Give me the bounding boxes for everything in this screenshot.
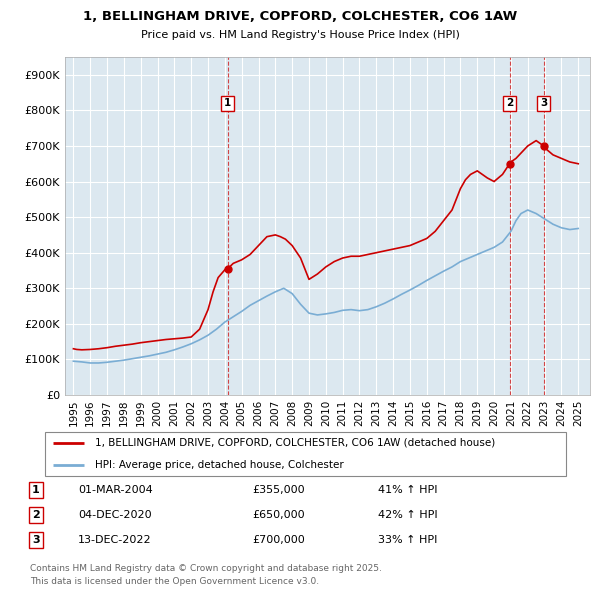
Text: 13-DEC-2022: 13-DEC-2022 xyxy=(78,535,152,545)
Text: This data is licensed under the Open Government Licence v3.0.: This data is licensed under the Open Gov… xyxy=(30,577,319,586)
Text: 1: 1 xyxy=(224,99,232,108)
Text: 1: 1 xyxy=(32,485,40,495)
Text: 1, BELLINGHAM DRIVE, COPFORD, COLCHESTER, CO6 1AW: 1, BELLINGHAM DRIVE, COPFORD, COLCHESTER… xyxy=(83,10,517,23)
Text: 2: 2 xyxy=(506,99,513,108)
Text: £355,000: £355,000 xyxy=(252,485,305,495)
Text: 01-MAR-2004: 01-MAR-2004 xyxy=(78,485,153,495)
Text: 1, BELLINGHAM DRIVE, COPFORD, COLCHESTER, CO6 1AW (detached house): 1, BELLINGHAM DRIVE, COPFORD, COLCHESTER… xyxy=(95,438,495,448)
Text: Price paid vs. HM Land Registry's House Price Index (HPI): Price paid vs. HM Land Registry's House … xyxy=(140,30,460,40)
Text: 33% ↑ HPI: 33% ↑ HPI xyxy=(378,535,437,545)
Text: HPI: Average price, detached house, Colchester: HPI: Average price, detached house, Colc… xyxy=(95,460,344,470)
FancyBboxPatch shape xyxy=(44,432,566,476)
Text: 3: 3 xyxy=(540,99,547,108)
Text: 42% ↑ HPI: 42% ↑ HPI xyxy=(378,510,437,520)
Text: £700,000: £700,000 xyxy=(252,535,305,545)
Text: £650,000: £650,000 xyxy=(252,510,305,520)
Text: Contains HM Land Registry data © Crown copyright and database right 2025.: Contains HM Land Registry data © Crown c… xyxy=(30,564,382,573)
Text: 2: 2 xyxy=(32,510,40,520)
Text: 41% ↑ HPI: 41% ↑ HPI xyxy=(378,485,437,495)
Text: 3: 3 xyxy=(32,535,40,545)
Text: 04-DEC-2020: 04-DEC-2020 xyxy=(78,510,152,520)
